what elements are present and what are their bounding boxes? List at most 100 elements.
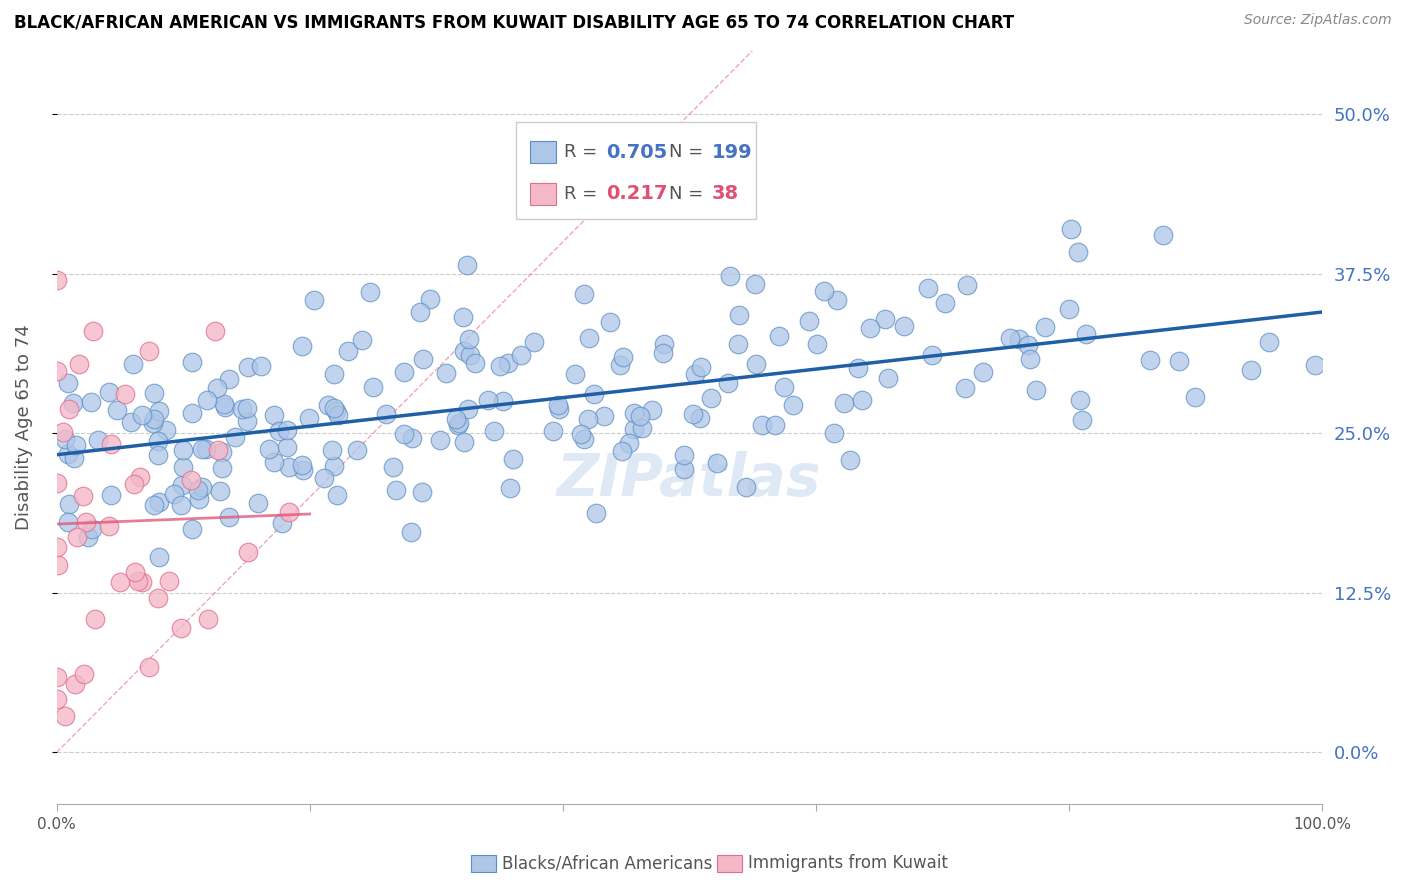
Point bbox=[236, 401, 259, 416]
Text: N =: N = bbox=[669, 143, 710, 161]
Point bbox=[278, 505, 301, 519]
Point bbox=[46, 558, 69, 572]
Point bbox=[457, 332, 479, 346]
Point bbox=[1239, 363, 1261, 377]
Point bbox=[66, 530, 89, 544]
Text: Immigrants from Kuwait: Immigrants from Kuwait bbox=[748, 855, 948, 872]
Point bbox=[276, 423, 298, 437]
Point bbox=[735, 480, 758, 494]
Point bbox=[823, 425, 845, 440]
Point bbox=[131, 575, 153, 590]
Point bbox=[717, 376, 740, 391]
Point bbox=[838, 452, 860, 467]
Point bbox=[434, 367, 457, 381]
Point bbox=[630, 421, 652, 435]
Point bbox=[291, 458, 314, 472]
Point bbox=[209, 483, 232, 498]
Point bbox=[464, 356, 486, 370]
Point bbox=[53, 432, 76, 446]
Point bbox=[350, 333, 373, 347]
Point bbox=[316, 398, 339, 412]
Text: R =: R = bbox=[564, 143, 603, 161]
Point bbox=[45, 541, 67, 555]
Point bbox=[412, 351, 434, 366]
Point bbox=[482, 425, 505, 439]
Point bbox=[83, 612, 105, 626]
Point bbox=[325, 403, 347, 417]
Point bbox=[541, 425, 564, 439]
Text: 0.217: 0.217 bbox=[606, 185, 668, 203]
Point bbox=[569, 426, 592, 441]
Point bbox=[129, 470, 152, 484]
Point bbox=[187, 483, 209, 497]
Point bbox=[496, 356, 519, 370]
Point bbox=[492, 393, 515, 408]
Point bbox=[45, 364, 67, 378]
Point bbox=[322, 368, 344, 382]
Point bbox=[326, 408, 349, 422]
Point bbox=[934, 296, 956, 310]
Point bbox=[768, 328, 790, 343]
Point bbox=[609, 358, 631, 372]
Point bbox=[124, 565, 146, 579]
Point bbox=[1069, 392, 1091, 407]
Text: Blacks/African Americans: Blacks/African Americans bbox=[502, 855, 713, 872]
Point bbox=[291, 463, 314, 477]
Point bbox=[322, 459, 344, 474]
Point bbox=[181, 406, 204, 420]
Point bbox=[859, 321, 882, 335]
Point bbox=[170, 498, 193, 512]
Point bbox=[832, 396, 855, 410]
Point bbox=[270, 516, 292, 530]
Point bbox=[62, 396, 84, 410]
Point bbox=[142, 417, 165, 431]
Point bbox=[1303, 359, 1326, 373]
Point bbox=[411, 485, 433, 500]
Point bbox=[399, 525, 422, 540]
Point bbox=[846, 361, 869, 376]
Point bbox=[188, 491, 211, 506]
Point bbox=[782, 397, 804, 411]
Point bbox=[157, 574, 180, 588]
Point bbox=[453, 343, 475, 358]
Point bbox=[218, 510, 240, 524]
Y-axis label: Disability Age 65 to 74: Disability Age 65 to 74 bbox=[15, 324, 32, 530]
Point bbox=[191, 442, 214, 456]
Point bbox=[673, 448, 696, 462]
Point bbox=[277, 460, 299, 475]
Text: 38: 38 bbox=[711, 185, 738, 203]
Point bbox=[236, 360, 259, 375]
Point bbox=[1074, 327, 1097, 342]
Point bbox=[690, 359, 713, 374]
Point bbox=[401, 431, 423, 445]
Point bbox=[1000, 331, 1022, 345]
Point bbox=[523, 334, 546, 349]
Point bbox=[45, 691, 67, 706]
Point bbox=[652, 336, 675, 351]
Point bbox=[100, 437, 122, 451]
Point bbox=[628, 409, 651, 423]
Point bbox=[893, 319, 915, 334]
Point bbox=[46, 273, 69, 287]
Text: Source: ZipAtlas.com: Source: ZipAtlas.com bbox=[1244, 13, 1392, 28]
Point bbox=[1184, 390, 1206, 404]
Point bbox=[97, 518, 120, 533]
Point bbox=[457, 402, 479, 417]
Point bbox=[100, 488, 122, 502]
Point bbox=[1033, 320, 1056, 334]
Point bbox=[1258, 335, 1281, 350]
Point bbox=[326, 488, 349, 502]
Point bbox=[1019, 352, 1042, 367]
Point bbox=[346, 443, 368, 458]
Point bbox=[727, 337, 749, 351]
Point bbox=[138, 660, 160, 674]
Point bbox=[321, 443, 343, 458]
Point bbox=[267, 424, 290, 438]
Point bbox=[502, 452, 524, 467]
Text: R =: R = bbox=[564, 185, 603, 202]
Point bbox=[685, 367, 707, 381]
Point bbox=[218, 371, 240, 385]
Point bbox=[142, 411, 165, 425]
Point bbox=[956, 277, 979, 292]
Point bbox=[875, 312, 897, 326]
